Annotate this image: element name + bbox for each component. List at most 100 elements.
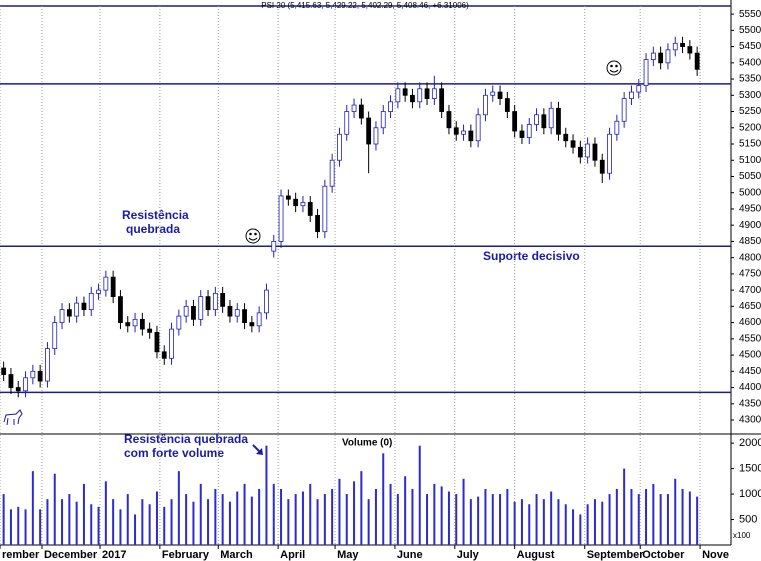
candle-body: [687, 46, 693, 54]
volume-bar: [418, 445, 421, 545]
candle-body: [118, 296, 123, 323]
volume-bar: [535, 494, 538, 545]
candle-body: [526, 124, 532, 138]
candle-body: [658, 52, 664, 64]
candle-body: [607, 133, 612, 174]
y-tick-label: 5050: [739, 171, 761, 182]
candle-body: [592, 143, 598, 161]
candle-body: [154, 331, 160, 353]
y-tick-label: 1000: [739, 488, 761, 500]
candle-body: [227, 305, 233, 317]
volume-bar: [506, 488, 509, 545]
x-tick-label: September: [587, 549, 645, 561]
candle-body: [74, 302, 80, 317]
candle-body: [424, 88, 430, 99]
candle-body: [410, 94, 415, 103]
candle-body: [380, 111, 386, 129]
candle-body: [468, 130, 474, 142]
volume-bar: [469, 499, 472, 545]
annotation: com forte volume: [124, 446, 224, 460]
volume-bar: [491, 494, 494, 545]
volume-bar: [542, 499, 545, 545]
candle-body: [132, 318, 138, 327]
volume-bar: [396, 494, 399, 545]
volume-bar: [360, 471, 363, 545]
candle-body: [366, 117, 372, 145]
candle-body: [37, 370, 43, 382]
candle-body: [30, 370, 36, 379]
volume-bar: [688, 491, 691, 545]
volume-bar: [221, 494, 224, 545]
y-tick-label: 4850: [739, 236, 761, 247]
candle-body: [497, 91, 503, 99]
y-tick-label: 5250: [739, 106, 761, 117]
volume-bar: [126, 494, 129, 545]
x-tick-label: July: [457, 549, 480, 561]
y-tick-label: 1500: [739, 463, 761, 475]
y-tick-label: 4950: [739, 204, 761, 215]
candle-body: [271, 241, 277, 252]
volume-bar: [433, 483, 436, 545]
candle-body: [307, 202, 313, 216]
y-tick-label: 4550: [739, 333, 761, 344]
volume-bar: [134, 514, 137, 545]
volume-bar: [382, 453, 385, 545]
volume-bar: [520, 499, 523, 545]
smiley: [606, 60, 622, 76]
candle-body: [249, 322, 255, 327]
candle-body: [629, 91, 634, 99]
volume-bar: [426, 494, 429, 545]
candle-body: [169, 328, 174, 359]
candle-body: [490, 91, 496, 96]
candle-body: [293, 198, 299, 207]
candle-body: [395, 88, 401, 103]
x-tick-label: August: [517, 549, 555, 561]
volume-bar: [528, 504, 531, 545]
x-tick-label: October: [642, 549, 685, 561]
y-tick-label: 5150: [739, 139, 761, 150]
volume-bar: [564, 504, 567, 545]
x-tick-label: December: [44, 549, 98, 561]
candle-body: [439, 88, 445, 112]
y-tick-label: 5400: [739, 57, 761, 68]
annotation: Resistência quebrada: [124, 432, 248, 446]
y-tick-label: 5500: [739, 25, 761, 36]
candle-body: [563, 133, 569, 142]
candle-body: [8, 374, 14, 388]
candle-body: [322, 185, 328, 233]
volume-bar: [90, 504, 93, 545]
volume-bar: [323, 494, 326, 545]
x-tick-label: March: [220, 549, 253, 561]
x-tick-label: rember: [2, 549, 40, 561]
candle-body: [556, 107, 561, 135]
candle-body: [504, 98, 510, 112]
volume-bar: [272, 483, 275, 545]
volume-bar: [228, 501, 231, 545]
candle-body: [176, 315, 182, 330]
volume-bar: [214, 488, 217, 545]
candle-body: [614, 120, 620, 135]
candle-body: [264, 289, 269, 314]
candle-body: [81, 302, 87, 311]
annotation: quebrada: [126, 222, 180, 236]
y-tick-label: 4650: [739, 301, 761, 312]
volume-bar: [53, 473, 56, 545]
volume-bar: [572, 509, 575, 545]
volume-bar: [9, 509, 12, 545]
candle-body: [212, 292, 218, 311]
volume-bar: [557, 499, 560, 545]
candle-body: [1, 367, 7, 375]
candle-body: [242, 309, 247, 323]
candle-body: [585, 143, 591, 158]
volume-bar: [513, 501, 516, 545]
candle-body: [45, 348, 50, 382]
volume-bar: [411, 488, 414, 545]
y-tick-label: 4800: [739, 252, 761, 263]
candle-body: [665, 49, 671, 64]
volume-bar: [185, 494, 188, 545]
unit-label: x100: [733, 531, 751, 540]
volume-bar: [630, 488, 633, 545]
